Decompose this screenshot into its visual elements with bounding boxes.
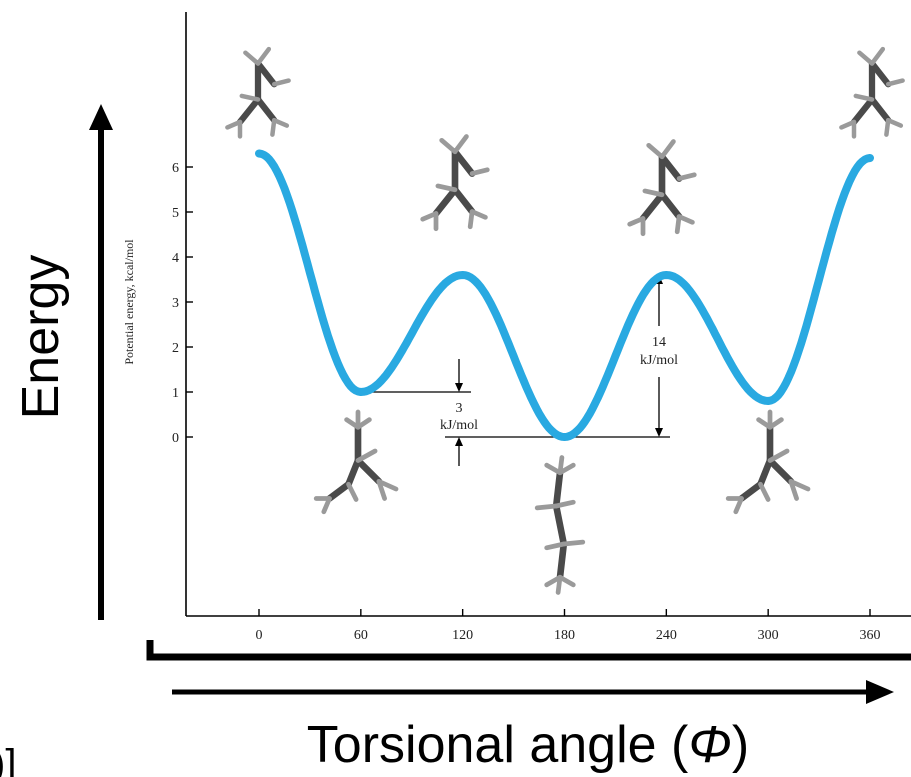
phi-symbol: Φ bbox=[688, 716, 732, 774]
y-tick-label: 5 bbox=[172, 206, 179, 221]
butane-gauche-icon bbox=[313, 409, 399, 515]
x-tick-label: 180 bbox=[554, 628, 575, 643]
molecule-icons bbox=[225, 46, 905, 595]
energy-label: Energy bbox=[12, 255, 70, 420]
axis-bracket bbox=[146, 640, 911, 661]
energy-arrow-head bbox=[89, 104, 113, 130]
y-ticks: 0 1 2 3 4 5 6 bbox=[172, 161, 193, 446]
butane-eclipsed-icon bbox=[225, 46, 291, 139]
y-axis-title: Potential energy, kcal/mol bbox=[122, 239, 136, 365]
barrier-unit: kJ/mol bbox=[640, 353, 678, 368]
x-tick-label: 60 bbox=[354, 628, 368, 643]
y-tick-label: 1 bbox=[172, 386, 179, 401]
y-tick-label: 3 bbox=[172, 296, 179, 311]
torsional-angle-label: Torsional angle (Φ) bbox=[307, 716, 749, 774]
x-tick-label: 240 bbox=[656, 628, 677, 643]
gauche-gap-unit: kJ/mol bbox=[440, 418, 478, 433]
y-tick-label: 2 bbox=[172, 341, 179, 356]
x-ticks: 0 60 120 180 240 300 360 bbox=[256, 609, 881, 643]
cropped-glyph: )] bbox=[0, 742, 16, 777]
butane-eclipsed-icon bbox=[627, 139, 697, 237]
butane-anti-icon bbox=[534, 455, 586, 595]
y-tick-label: 6 bbox=[172, 161, 179, 176]
x-tick-label: 120 bbox=[452, 628, 473, 643]
barrier-value: 14 bbox=[652, 335, 666, 350]
y-tick-label: 0 bbox=[172, 431, 179, 446]
butane-eclipsed-icon bbox=[839, 46, 905, 139]
energy-curve bbox=[255, 149, 874, 441]
torsion-arrow-head bbox=[866, 680, 894, 704]
y-tick-label: 4 bbox=[172, 251, 179, 266]
energy-annotations: 3 kJ/mol 14 kJ/mol bbox=[364, 275, 678, 466]
butane-gauche-icon bbox=[725, 409, 811, 515]
x-tick-label: 0 bbox=[256, 628, 263, 643]
x-tick-label: 360 bbox=[860, 628, 881, 643]
butane-eclipsed-icon bbox=[420, 134, 490, 232]
x-tick-label: 300 bbox=[758, 628, 779, 643]
gauche-gap-value: 3 bbox=[456, 401, 463, 416]
